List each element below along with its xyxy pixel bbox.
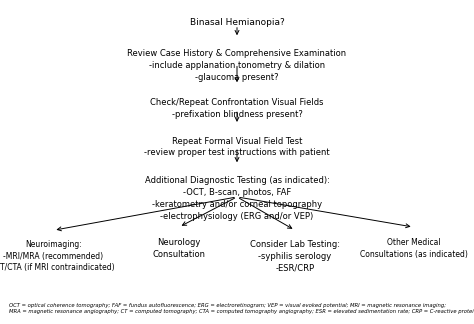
Text: Repeat Formal Visual Field Test
-review proper test instructions with patient: Repeat Formal Visual Field Test -review … — [144, 137, 330, 157]
Text: Consider Lab Testing:
-syphilis serology
-ESR/CRP: Consider Lab Testing: -syphilis serology… — [250, 240, 340, 272]
Text: Other Medical
Consultations (as indicated): Other Medical Consultations (as indicate… — [360, 238, 467, 259]
Text: Check/Repeat Confrontation Visual Fields
-prefixation blindness present?: Check/Repeat Confrontation Visual Fields… — [150, 98, 324, 119]
Text: Neurology
Consultation: Neurology Consultation — [153, 238, 205, 259]
Text: Binasal Hemianopia?: Binasal Hemianopia? — [190, 17, 284, 27]
Text: Additional Diagnostic Testing (as indicated):
-OCT, B-scan, photos, FAF
-keratom: Additional Diagnostic Testing (as indica… — [145, 176, 329, 221]
Text: OCT = optical coherence tomography; FAF = fundus autofluorescence; ERG = electro: OCT = optical coherence tomography; FAF … — [9, 303, 474, 314]
Text: Review Case History & Comprehensive Examination
-include applanation tonometry &: Review Case History & Comprehensive Exam… — [128, 49, 346, 82]
Text: Neuroimaging:
-MRI/MRA (recommended)
-CT/CTA (if MRI contraindicated): Neuroimaging: -MRI/MRA (recommended) -CT… — [0, 240, 115, 272]
